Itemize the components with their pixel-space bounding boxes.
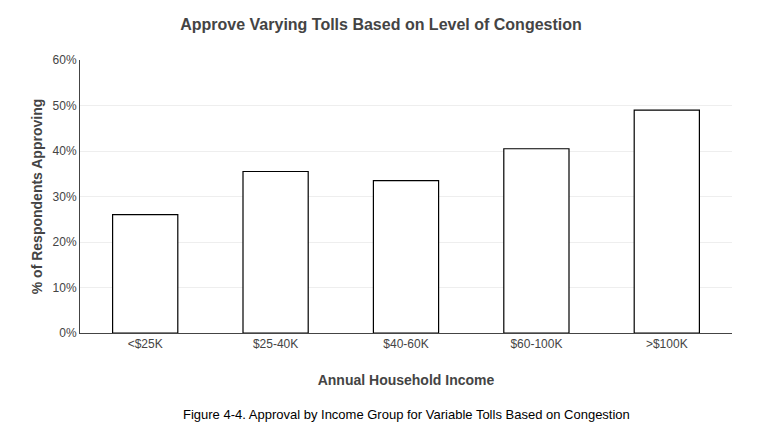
- svg-text:$25-40K: $25-40K: [253, 337, 298, 351]
- svg-text:>$100K: >$100K: [646, 337, 688, 351]
- svg-text:0%: 0%: [59, 326, 77, 340]
- svg-text:40%: 40%: [53, 144, 77, 158]
- svg-text:Figure 4-4. Approval by Income: Figure 4-4. Approval by Income Group for…: [183, 407, 630, 422]
- svg-text:Annual Household Income: Annual Household Income: [318, 372, 495, 388]
- svg-text:% of Respondents Approving: % of Respondents Approving: [29, 99, 45, 294]
- svg-text:<$25K: <$25K: [128, 337, 163, 351]
- svg-text:50%: 50%: [53, 99, 77, 113]
- svg-text:10%: 10%: [53, 281, 77, 295]
- svg-text:20%: 20%: [53, 235, 77, 249]
- svg-text:$40-60K: $40-60K: [383, 337, 428, 351]
- svg-text:$60-100K: $60-100K: [510, 337, 562, 351]
- svg-text:30%: 30%: [53, 190, 77, 204]
- svg-text:Approve Varying Tolls Based on: Approve Varying Tolls Based on Level of …: [180, 16, 582, 33]
- svg-text:60%: 60%: [53, 53, 77, 67]
